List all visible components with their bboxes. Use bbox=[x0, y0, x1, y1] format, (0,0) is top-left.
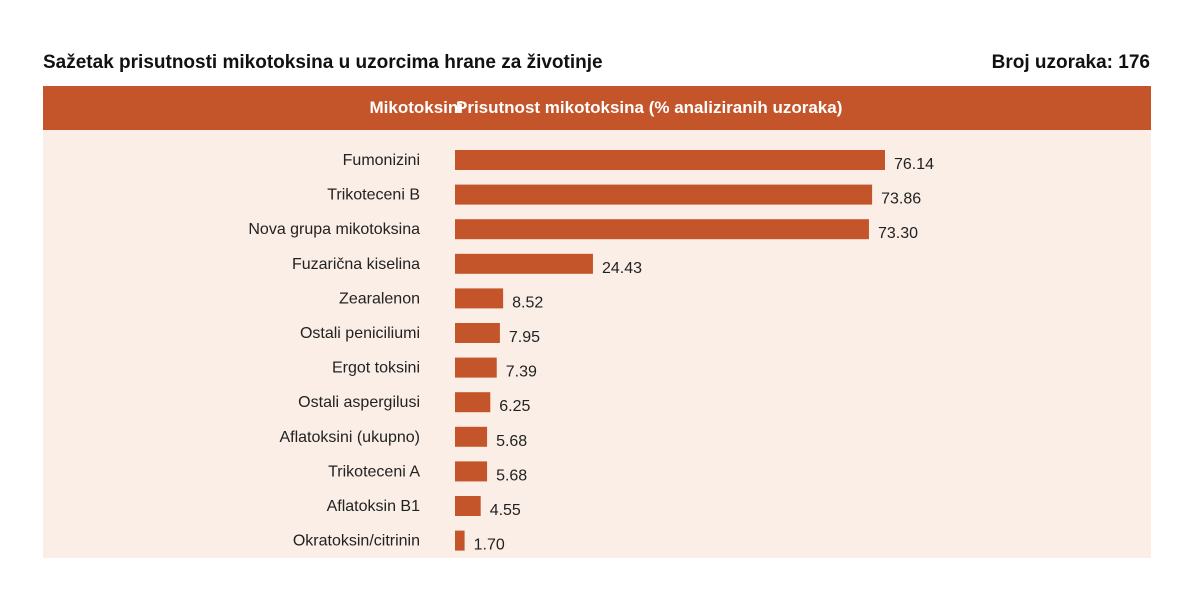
bar bbox=[455, 392, 491, 413]
chart-title: Sažetak prisutnosti mikotoksina u uzorci… bbox=[43, 52, 603, 73]
sample-count: Broj uzoraka: 176 bbox=[991, 52, 1150, 73]
value-label: 5.68 bbox=[496, 433, 527, 450]
table-header: Mikotoksini Prisutnost mikotoksina (% an… bbox=[43, 86, 1151, 130]
category-label: Ostali peniciliumi bbox=[300, 325, 420, 342]
value-label: 76.14 bbox=[894, 156, 934, 173]
category-label: Trikoteceni A bbox=[328, 463, 420, 480]
bar bbox=[455, 184, 873, 205]
bar bbox=[455, 426, 488, 447]
bar bbox=[455, 288, 504, 309]
value-label: 8.52 bbox=[512, 294, 543, 311]
category-label: Okratoksin/citrinin bbox=[293, 533, 420, 550]
category-label: Zearalenon bbox=[339, 290, 420, 307]
bar bbox=[455, 150, 885, 170]
bar bbox=[455, 253, 593, 274]
bar bbox=[455, 323, 500, 343]
category-label: Trikoteceni B bbox=[327, 187, 420, 204]
value-label: 73.30 bbox=[878, 225, 918, 242]
value-label: 1.70 bbox=[474, 537, 505, 554]
category-label: Fuzarična kiselina bbox=[292, 256, 420, 273]
bar bbox=[455, 357, 497, 378]
chart-panel: Fumonizini 76.14 Trikoteceni B 73.86 Nova gr… bbox=[43, 130, 1151, 558]
category-label: Fumonizini bbox=[343, 152, 420, 169]
bar bbox=[455, 496, 481, 516]
header-mycotoxins: Mikotoksini bbox=[369, 98, 463, 117]
category-label: Ergot toksini bbox=[332, 360, 420, 377]
value-label: 6.25 bbox=[499, 398, 530, 415]
bar-chart: Fumonizini 76.14 Trikoteceni B 73.86 Nova gr… bbox=[248, 150, 934, 554]
value-label: 5.68 bbox=[496, 467, 527, 484]
value-label: 24.43 bbox=[602, 260, 642, 277]
category-label: Aflatoksin B1 bbox=[327, 498, 420, 515]
value-label: 7.39 bbox=[506, 364, 537, 381]
value-label: 7.95 bbox=[509, 329, 540, 346]
value-label: 4.55 bbox=[490, 502, 521, 519]
category-label: Ostali aspergilusi bbox=[298, 394, 420, 411]
bar bbox=[455, 530, 465, 551]
bar bbox=[455, 219, 869, 240]
bar bbox=[455, 461, 488, 482]
header-presence: Prisutnost mikotoksina (% analiziranih u… bbox=[456, 98, 843, 117]
value-label: 73.86 bbox=[881, 191, 921, 208]
category-label: Nova grupa mikotoksina bbox=[248, 221, 420, 238]
category-label: Aflatoksini (ukupno) bbox=[279, 429, 420, 446]
